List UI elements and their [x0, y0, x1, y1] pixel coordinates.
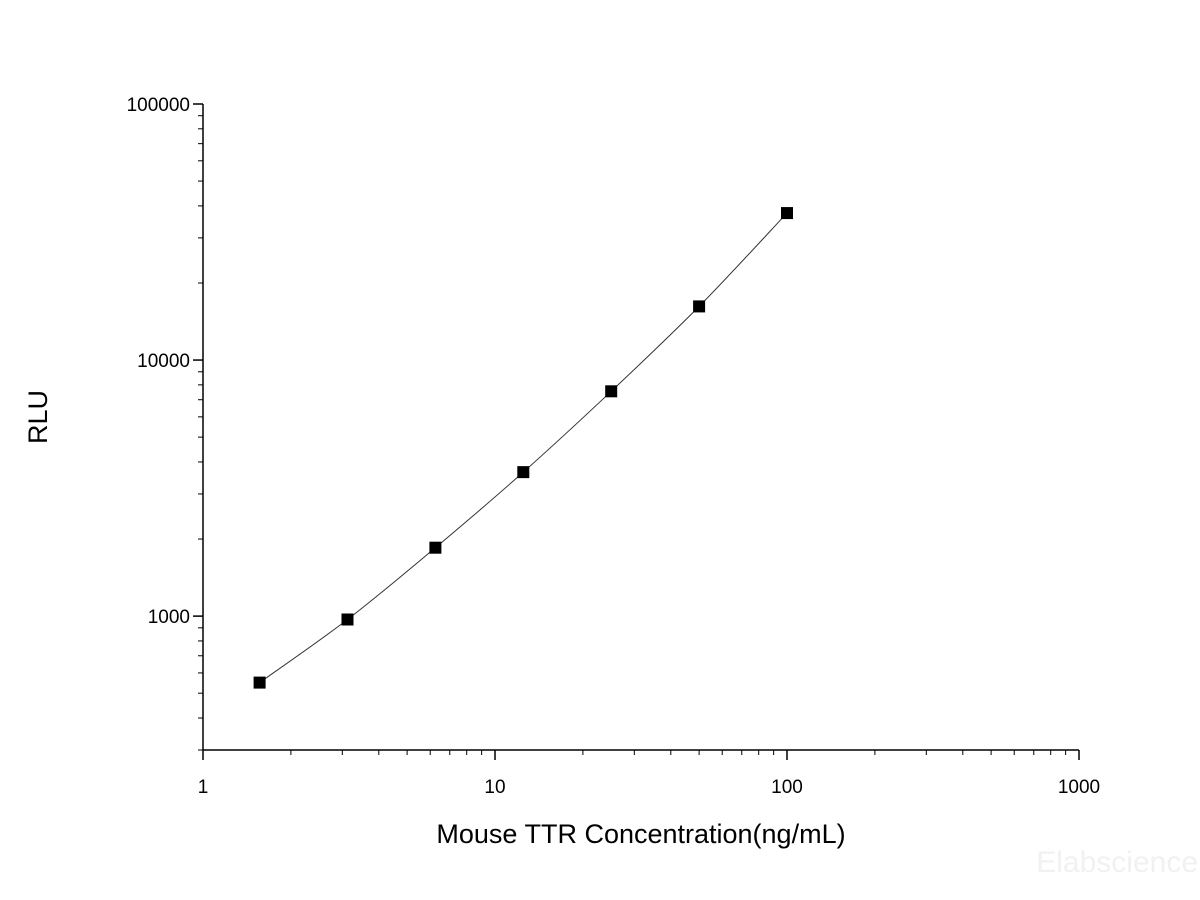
x-tick-label: 10 — [484, 777, 505, 798]
data-point — [693, 300, 706, 313]
data-point — [253, 676, 266, 689]
major-ticks — [193, 103, 1080, 760]
data-point — [781, 207, 793, 220]
watermark: Elabscience — [1036, 846, 1198, 879]
y-tick-label: 1000 — [148, 607, 190, 628]
x-axis-title: Mouse TTR Concentration(ng/mL) — [436, 819, 845, 849]
data-point — [429, 541, 442, 554]
y-tick-label: 100000 — [127, 95, 190, 116]
data-point — [517, 466, 530, 479]
x-tick-label: 1000 — [1058, 777, 1100, 798]
data-point — [605, 385, 618, 398]
tick-labels: 1 10 100 1000 1000 10000 100000 — [127, 95, 1101, 798]
data-markers — [253, 207, 793, 689]
fit-curve — [259, 212, 788, 684]
y-axis-title: RLU — [23, 390, 53, 444]
x-tick-label: 100 — [771, 777, 803, 798]
x-tick-label: 1 — [198, 777, 209, 798]
y-tick-label: 10000 — [137, 351, 190, 372]
data-point — [341, 613, 354, 626]
minor-ticks — [198, 115, 1067, 755]
